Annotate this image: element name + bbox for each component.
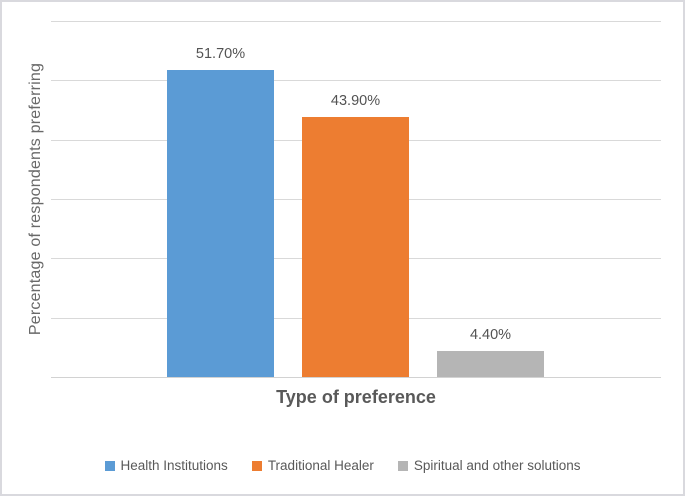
y-axis-title: Percentage of respondents preferring [27,62,44,336]
bar-spiritual-other [437,350,544,377]
legend-item-spiritual-other: Spiritual and other solutions [397,458,581,473]
x-axis-title: Type of preference [276,387,436,407]
legend: Health Institutions Traditional Healer S… [2,458,683,473]
legend-swatch-health-institutions [104,460,115,471]
legend-label-traditional-healer: Traditional Healer [267,458,374,473]
bar-column-spiritual-other: 4.40% [437,21,544,377]
bar-traditional-healer [302,116,409,377]
legend-item-traditional-healer: Traditional Healer [251,458,374,473]
bar-column-health-institutions: 51.70% [167,21,274,377]
legend-label-spiritual-other: Spiritual and other solutions [413,458,581,473]
value-label-health-institutions: 51.70% [195,46,246,63]
legend-swatch-traditional-healer [251,460,262,471]
value-label-spiritual-other: 4.40% [469,326,512,343]
plot-area: 51.70% 43.90% 4.40% [51,21,661,378]
legend-item-health-institutions: Health Institutions [104,458,228,473]
bar-column-traditional-healer: 43.90% [302,21,409,377]
legend-label-health-institutions: Health Institutions [120,458,228,473]
gridline [51,80,661,81]
gridline [51,21,661,22]
legend-swatch-spiritual-other [397,460,408,471]
value-label-traditional-healer: 43.90% [330,92,381,109]
x-axis-line [51,377,661,378]
bar-health-institutions [167,70,274,377]
